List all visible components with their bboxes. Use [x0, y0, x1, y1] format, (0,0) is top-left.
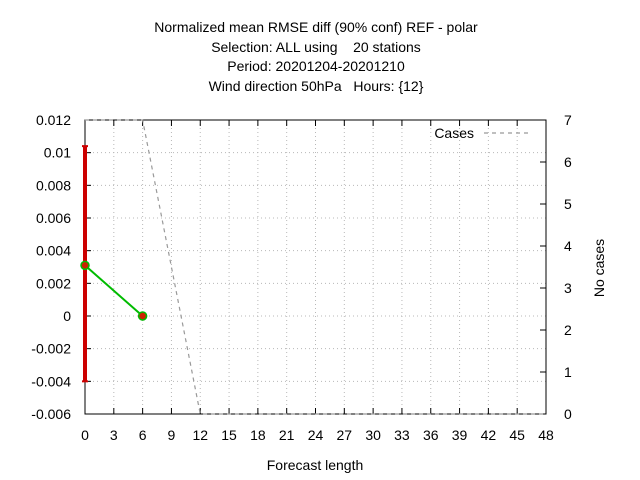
grid: [85, 120, 546, 414]
y2-axis-ticks: 7 6 5 4 3 2 1 0: [540, 112, 572, 422]
legend-label-cases: Cases: [434, 125, 474, 141]
rmse-diff-point: [80, 260, 90, 271]
x-tick-label: 48: [538, 427, 554, 443]
x-tick-label: 6: [139, 427, 147, 443]
y-tick-label: 0.006: [36, 210, 71, 226]
y-tick-label: -0.002: [31, 341, 71, 357]
x-tick-label: 39: [452, 427, 468, 443]
y-axis-ticks: 0.012 0.01 0.008 0.006 0.004 0.002 0 -0.002 -0.0…: [31, 112, 91, 422]
cases-line: [85, 119, 546, 415]
x-tick-label: 3: [110, 427, 118, 443]
chart-title-block: Normalized mean RMSE diff (90% conf) REF…: [0, 18, 632, 96]
y-tick-label: -0.004: [31, 373, 71, 389]
x-tick-label: 15: [221, 427, 237, 443]
x-tick-label: 0: [81, 427, 89, 443]
x-tick-label: 12: [192, 427, 208, 443]
y2-axis-label: No cases: [591, 239, 607, 297]
chart-title-line-4: Wind direction 50hPa Hours: {12}: [208, 77, 424, 94]
x-tick-label: 18: [250, 427, 266, 443]
y2-tick-label: 6: [564, 154, 572, 170]
y2-tick-label: 2: [564, 322, 572, 338]
x-tick-label: 9: [168, 427, 176, 443]
x-tick-label: 36: [423, 427, 439, 443]
chart-title-line-3: Period: 20201204-20201210: [227, 58, 405, 74]
rmse-diff-point: [137, 311, 148, 321]
y-tick-label: 0.012: [36, 112, 71, 128]
y-tick-label: 0.008: [36, 177, 71, 193]
y-tick-label: 0.004: [36, 243, 71, 259]
x-tick-label: 30: [365, 427, 381, 443]
chart-title-line-1: Normalized mean RMSE diff (90% conf) REF…: [154, 19, 478, 35]
x-tick-label: 27: [337, 427, 353, 443]
y2-tick-label: 1: [564, 364, 572, 380]
x-tick-label: 24: [308, 427, 324, 443]
y2-tick-label: 4: [564, 238, 572, 254]
x-axis-label: Forecast length: [267, 457, 364, 473]
y-tick-label: 0.01: [44, 145, 71, 161]
y2-tick-label: 7: [564, 112, 572, 128]
y-tick-label: 0.002: [36, 275, 71, 291]
series-layer: [80, 119, 546, 415]
y2-tick-label: 5: [564, 196, 572, 212]
y-tick-label: -0.006: [31, 406, 71, 422]
rmse-diff-line: [84, 264, 144, 317]
legend: Cases: [434, 125, 530, 141]
x-tick-label: 21: [279, 427, 295, 443]
x-tick-label: 33: [394, 427, 410, 443]
y-tick-label: 0: [63, 308, 71, 324]
chart-title-line-2: Selection: ALL using 20 stations: [211, 38, 421, 55]
y2-tick-label: 3: [564, 280, 572, 296]
y2-tick-label: 0: [564, 406, 572, 422]
x-axis-ticks: 0 3 6 9 12 15 18 21 24 27 30 33 36 39 42 45 48: [81, 120, 554, 443]
x-tick-label: 45: [509, 427, 525, 443]
x-tick-label: 42: [481, 427, 497, 443]
